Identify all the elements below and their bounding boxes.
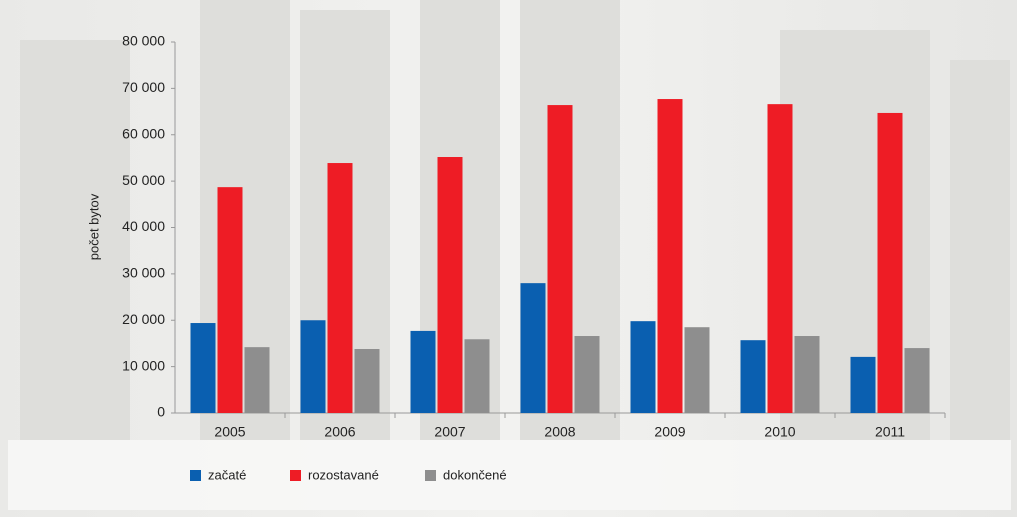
x-tick-label: 2006 xyxy=(324,424,355,440)
x-tick-label: 2007 xyxy=(434,424,465,440)
x-tick-label: 2005 xyxy=(214,424,245,440)
bar xyxy=(217,187,243,413)
bar xyxy=(547,105,573,413)
y-tick-label: 50 000 xyxy=(122,172,165,188)
bar xyxy=(300,320,326,413)
y-tick-label: 80 000 xyxy=(122,33,165,49)
y-tick-label: 60 000 xyxy=(122,125,165,141)
bar xyxy=(327,163,353,413)
bar xyxy=(850,356,876,413)
bar xyxy=(794,336,820,413)
y-tick-label: 10 000 xyxy=(122,357,165,373)
bar xyxy=(767,104,793,413)
legend-label: dokončené xyxy=(443,467,507,482)
y-tick-label: 20 000 xyxy=(122,311,165,327)
bar xyxy=(354,349,380,413)
x-tick-label: 2009 xyxy=(654,424,685,440)
y-tick-label: 40 000 xyxy=(122,218,165,234)
bar xyxy=(684,327,710,413)
x-tick-label: 2008 xyxy=(544,424,575,440)
bar xyxy=(410,330,436,413)
bar xyxy=(244,347,270,413)
bar xyxy=(877,112,903,414)
bar xyxy=(904,348,930,413)
x-tick-label: 2010 xyxy=(764,424,795,440)
y-tick-label: 70 000 xyxy=(122,79,165,95)
x-tick-label: 2011 xyxy=(875,424,905,440)
bar xyxy=(190,323,216,413)
bar xyxy=(437,157,463,413)
bar xyxy=(740,340,766,413)
bar xyxy=(574,336,600,413)
bar xyxy=(464,339,490,413)
y-tick-label: 30 000 xyxy=(122,265,165,281)
legend-swatch xyxy=(425,470,436,481)
y-tick-label: 0 xyxy=(157,404,165,420)
legend-band xyxy=(8,440,1011,510)
legend-swatch xyxy=(290,470,301,481)
legend-label: začaté xyxy=(208,467,246,482)
bar xyxy=(520,283,546,413)
bar xyxy=(657,99,683,413)
y-axis-label: počet bytov xyxy=(86,193,101,260)
bar xyxy=(630,321,656,413)
legend-label: rozostavané xyxy=(308,467,379,482)
legend-swatch xyxy=(190,470,201,481)
